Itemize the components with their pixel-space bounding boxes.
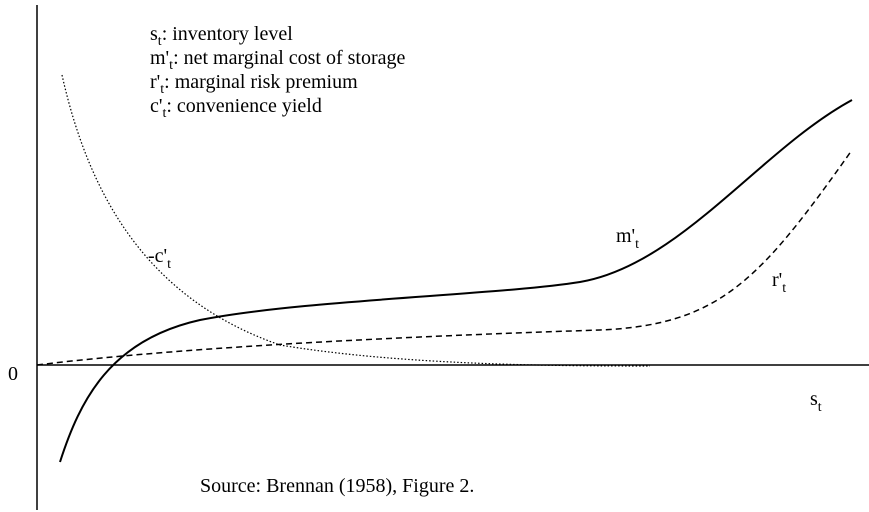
curve-label: m't xyxy=(616,225,639,252)
legend-entry: st: inventory level xyxy=(150,23,293,49)
legend-entry: r't: marginal risk premium xyxy=(150,71,358,97)
symbol: -c' xyxy=(148,245,167,267)
legend-entry: m't: net marginal cost of storage xyxy=(150,47,406,73)
symbol: m' xyxy=(616,225,635,247)
c-curve xyxy=(61,74,651,367)
curve-label: -c't xyxy=(148,245,171,272)
subscript: t xyxy=(818,400,822,415)
symbol: r' xyxy=(150,71,160,93)
legend-entry: c't: convenience yield xyxy=(150,95,322,121)
description: : marginal risk premium xyxy=(164,71,358,93)
subscript: t xyxy=(160,82,164,97)
r-curve xyxy=(36,149,853,366)
symbol: c' xyxy=(150,95,162,117)
symbol: r' xyxy=(772,269,782,291)
subscript: t xyxy=(167,257,171,272)
curve-label: r't xyxy=(772,269,786,296)
description: : convenience yield xyxy=(166,95,322,117)
source-note: Source: Brennan (1958), Figure 2. xyxy=(200,475,474,497)
symbol: m' xyxy=(150,47,169,69)
symbol: s xyxy=(150,23,158,45)
subscript: t xyxy=(158,34,162,49)
symbol: s xyxy=(810,388,818,410)
subscript: t xyxy=(162,106,166,121)
description: : inventory level xyxy=(162,23,294,45)
subscript: t xyxy=(169,58,173,73)
x-axis-label: st xyxy=(810,388,822,415)
m-curve xyxy=(59,99,853,463)
description: : net marginal cost of storage xyxy=(173,47,405,69)
subscript: t xyxy=(635,237,639,252)
origin-label: 0 xyxy=(8,363,18,385)
subscript: t xyxy=(782,281,786,296)
